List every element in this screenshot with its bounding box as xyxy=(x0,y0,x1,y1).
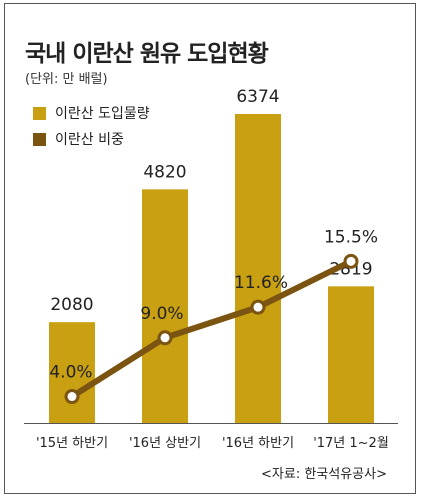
legend-swatch-line xyxy=(33,132,46,146)
legend: 이란산 도입물량 이란산 비중 xyxy=(33,102,150,154)
share-label-3: 15.5% xyxy=(324,227,378,247)
bar-value-label-0: 2080 xyxy=(50,295,93,315)
source-note: <자료: 한국석유공사> xyxy=(261,467,387,482)
bar-3 xyxy=(328,286,374,423)
share-point-1 xyxy=(157,330,173,346)
share-label-0: 4.0% xyxy=(49,363,92,383)
bar-value-label-1: 4820 xyxy=(143,162,186,182)
legend-label-line: 이란산 비중 xyxy=(55,132,124,148)
share-label-2: 11.6% xyxy=(234,273,288,293)
legend-swatch-bar xyxy=(33,106,46,120)
x-tick-label-1: '16년 상반기 xyxy=(129,436,201,451)
legend-label-bar: 이란산 도입물량 xyxy=(55,106,150,122)
x-tick-label-3: '17년 1~2월 xyxy=(313,436,389,451)
chart-unit-label: (단위: 만 배럴) xyxy=(25,72,108,87)
bar-1 xyxy=(142,189,188,423)
x-tick-label-2: '16년 하반기 xyxy=(222,436,294,451)
chart-title: 국내 이란산 원유 도입현황 xyxy=(25,41,269,67)
bar-2 xyxy=(235,114,281,423)
share-point-0 xyxy=(64,389,80,405)
legend-item-bar: 이란산 도입물량 xyxy=(33,102,150,124)
share-point-2 xyxy=(250,299,266,315)
share-label-1: 9.0% xyxy=(140,304,183,324)
x-tick-label-0: '15년 하반기 xyxy=(36,436,108,451)
bar-value-label-2: 6374 xyxy=(236,87,279,107)
share-point-3 xyxy=(343,253,359,269)
legend-item-line: 이란산 비중 xyxy=(33,128,150,150)
bar-0 xyxy=(49,322,95,423)
share-line xyxy=(69,258,354,400)
